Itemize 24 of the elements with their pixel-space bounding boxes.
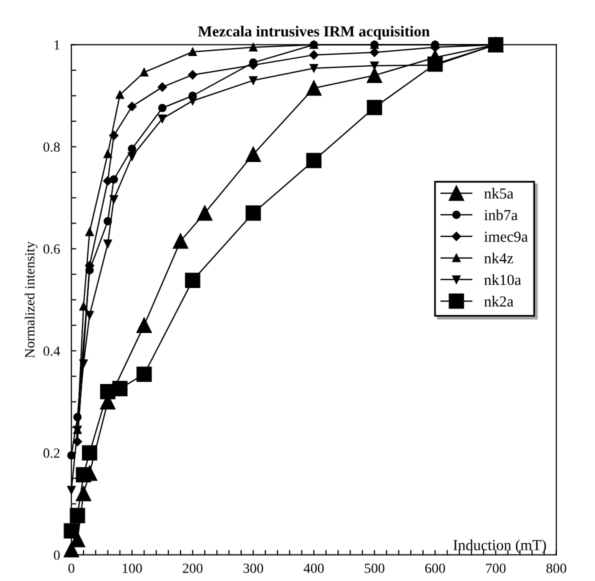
legend-label: imec9a [484,232,528,242]
x-tick-label: 100 [122,564,142,573]
y-tick-label: 0.4 [43,346,60,356]
legend-label: nk4z [484,252,514,264]
chart-title: Mezcala intrusives IRM acquisition [198,26,430,40]
legend-label: inb7a [484,210,518,220]
x-tick-label: 0 [68,564,74,573]
x-tick-label: 300 [243,564,264,573]
y-tick-label: 0.2 [43,448,60,458]
legend-label: nk10a [484,274,522,286]
x-tick-label: 400 [304,564,324,573]
y-tick-label: 1 [54,40,60,50]
y-tick-label: 0 [54,550,60,560]
x-tick-label: 700 [486,564,506,573]
x-tick-label: 500 [364,564,384,573]
x-tick-label: 200 [182,564,203,573]
x-tick-label: 800 [546,564,566,573]
y-tick-label: 0.6 [43,244,60,254]
x-tick-label: 600 [425,564,445,573]
x-axis-title: Induction (mT) [453,540,546,554]
legend-label: nk2a [484,296,514,307]
y-tick-label: 0.8 [43,142,60,152]
y-axis-title: Normalized intensity [24,241,38,358]
legend-label: nk5a [484,188,514,199]
